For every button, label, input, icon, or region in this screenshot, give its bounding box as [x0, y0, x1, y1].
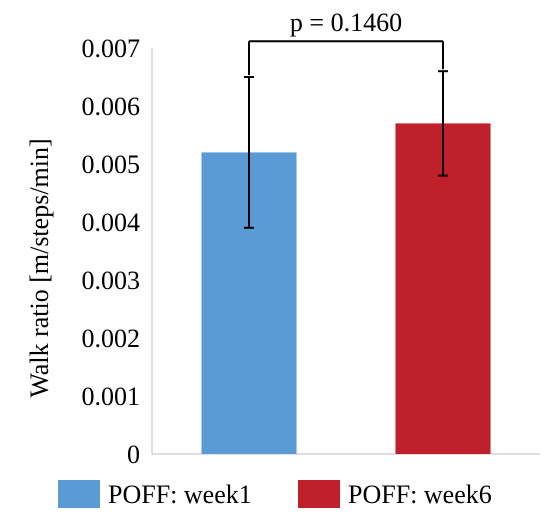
y-tick-label: 0.002	[82, 324, 141, 353]
y-tick-label: 0.001	[82, 382, 141, 411]
legend-label: POFF: week6	[348, 480, 492, 509]
p-value-annotation: p = 0.1460	[290, 8, 402, 37]
y-tick-label: 0.007	[82, 34, 141, 63]
y-axis-title: Walk ratio [m/steps/min]	[25, 138, 54, 397]
y-tick-label: 0.005	[82, 150, 141, 179]
legend: POFF: week1 POFF: week6	[58, 480, 492, 509]
y-tick-label: 0.003	[82, 266, 141, 295]
bars	[201, 123, 491, 455]
legend-swatch	[298, 480, 340, 508]
y-tick-label: 0	[127, 440, 140, 469]
significance-bracket	[248, 40, 444, 75]
legend-swatch	[58, 480, 100, 508]
error-bars	[244, 70, 448, 229]
y-tick-label: 0.006	[82, 92, 141, 121]
y-tick-label: 0.004	[82, 208, 141, 237]
y-axis-ticks: 0 0.001 0.002 0.003 0.004 0.005 0.006 0.007	[82, 34, 141, 469]
bar	[395, 123, 491, 455]
legend-label: POFF: week1	[108, 480, 252, 509]
